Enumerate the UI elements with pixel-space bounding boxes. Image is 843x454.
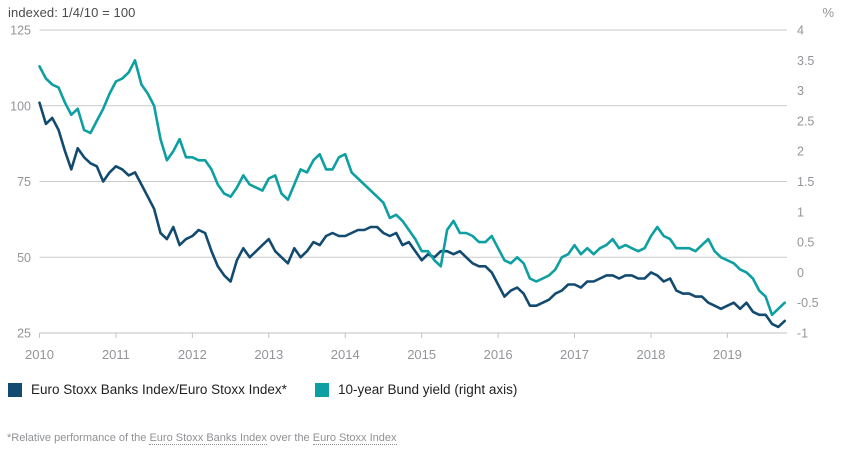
- left-axis-tick-label: 50: [17, 251, 31, 265]
- x-axis-year-label: 2012: [178, 347, 207, 362]
- right-axis-tick-label: 2: [797, 145, 804, 159]
- legend-label-bund-yield: 10-year Bund yield (right axis): [338, 382, 518, 397]
- x-axis-year-label: 2013: [254, 347, 283, 362]
- footnote-text-middle: over the: [266, 432, 313, 444]
- left-axis-tick-label: 75: [17, 175, 31, 189]
- right-axis-tick-label: 0.5: [797, 236, 814, 250]
- left-axis-tick-label: 125: [10, 24, 31, 38]
- legend-item-bund-yield: 10-year Bund yield (right axis): [315, 382, 517, 397]
- right-axis-unit: %: [822, 5, 834, 20]
- right-axis-tick-label: 4: [797, 24, 804, 38]
- x-axis-year-label: 2019: [713, 347, 742, 362]
- right-axis-tick-label: -0.5: [797, 296, 819, 310]
- euro-stoxx-index-link[interactable]: Euro Stoxx Index: [312, 432, 397, 445]
- euro-stoxx-banks-index-link[interactable]: Euro Stoxx Banks Index: [149, 432, 267, 445]
- right-axis-tick-label: 2.5: [797, 114, 814, 128]
- left-axis-tick-label: 100: [10, 99, 31, 113]
- x-axis-year-label: 2016: [484, 347, 513, 362]
- right-axis-tick-label: 0: [797, 266, 804, 280]
- banks-index-line: [38, 101, 787, 329]
- x-axis-year-label: 2017: [560, 347, 589, 362]
- x-axis-year-label: 2010: [25, 347, 54, 362]
- left-axis-caption: indexed: 1/4/10 = 100: [8, 5, 136, 20]
- relative-performance-line-chart: 125 100 75 50 25 4 3.5 3 2.5 2 1.5 1 0.5 0 -0.5 -1 2010 2…: [10, 24, 819, 363]
- x-axis-year-label: 2011: [102, 347, 130, 362]
- x-axis-year-label: 2015: [407, 347, 436, 362]
- bund-yield-line: [38, 58, 787, 317]
- x-axis-year-label: 2014: [331, 347, 360, 362]
- footnote-text-prefix: *Relative performance of the: [7, 432, 150, 444]
- right-axis-tick-label: 3.5: [797, 54, 814, 68]
- legend-item-banks-index: Euro Stoxx Banks Index/Euro Stoxx Index*: [8, 382, 287, 397]
- teal-legend-swatch: [315, 382, 329, 397]
- footnote: *Relative performance of the Euro Stoxx …: [7, 432, 397, 445]
- right-axis-tick-label: -1: [797, 327, 808, 341]
- navy-legend-swatch: [8, 382, 22, 397]
- left-axis-tick-label: 25: [17, 327, 31, 341]
- x-axis-year-label: 2018: [636, 347, 665, 362]
- right-axis-tick-label: 1.5: [797, 175, 814, 189]
- legend: Euro Stoxx Banks Index/Euro Stoxx Index*…: [0, 382, 843, 400]
- legend-label-banks-index: Euro Stoxx Banks Index/Euro Stoxx Index*: [31, 382, 287, 397]
- right-axis-tick-label: 1: [797, 205, 804, 219]
- right-axis-tick-label: 3: [797, 84, 804, 98]
